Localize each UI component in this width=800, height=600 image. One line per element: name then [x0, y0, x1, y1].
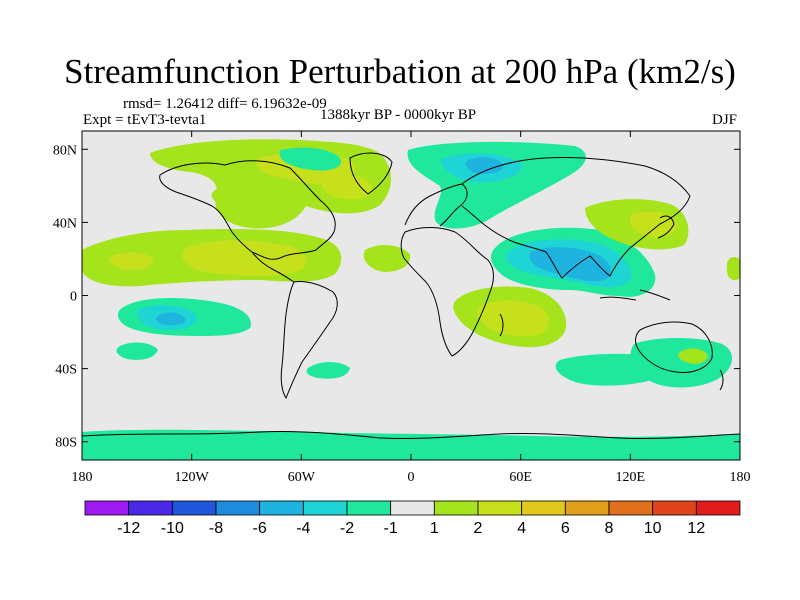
colorbar-label: -4 [296, 520, 310, 537]
coastline-central-america [251, 251, 295, 283]
x-tick-label: 120E [616, 470, 646, 485]
contour-positive-north-africa [363, 245, 411, 272]
colorbar-box [608, 500, 654, 516]
contour-negative-south-pacific-inner [155, 312, 186, 326]
contour-positive-canada-core [321, 174, 372, 200]
coastline-south-america [280, 281, 338, 400]
contour-fills [82, 139, 740, 460]
contour-negative-antarctic-edge [82, 429, 740, 460]
coastline-madagascar [499, 313, 504, 337]
colorbar-label: 4 [517, 520, 526, 537]
map-background [82, 131, 740, 460]
contour-positive-japan-core [629, 211, 678, 238]
colorbar-label: 8 [605, 520, 614, 537]
x-tick-label: 180 [72, 470, 93, 485]
coastlines [82, 152, 740, 440]
x-tick-label: 120W [175, 470, 210, 485]
colorbar-box [128, 500, 173, 516]
colorbar-label: -8 [209, 520, 223, 537]
rmsd-diff-stats: rmsd= 1.26412 diff= 6.19632e-09 [123, 96, 327, 112]
contour-positive-southern-africa-core [477, 300, 549, 337]
colorbar: -12 -10 -8 -6 -4 -2 -1 1 2 4 6 8 10 12 [84, 500, 741, 537]
axis-ticks: 180 120W 60W 0 60E 120E 180 80N 40N 0 40S 80S [53, 131, 751, 485]
y-tick-label: 40N [53, 216, 77, 231]
coastline-australia [635, 321, 713, 373]
colorbar-label: 2 [474, 520, 483, 537]
contour-negative-south-atlantic [306, 362, 350, 379]
x-tick-label: 60W [288, 470, 316, 485]
colorbar-label: -10 [161, 520, 184, 537]
colorbar-label: -6 [253, 520, 267, 537]
contour-negative-north-atlantic [279, 147, 341, 171]
coastline-japan [657, 215, 675, 239]
colorbar-label: 10 [644, 520, 662, 537]
x-tick-label: 0 [408, 470, 415, 485]
coastline-indonesia [599, 289, 671, 301]
chart-title: Streamfunction Perturbation at 200 hPa (… [64, 52, 736, 91]
colorbar-label: 1 [430, 520, 439, 537]
colorbar-box [477, 500, 523, 516]
coastline-greenland [349, 152, 393, 195]
contour-negative-pacific-small [116, 342, 158, 360]
contour-positive-south-of-australia [678, 348, 708, 364]
colorbar-label: 12 [687, 520, 705, 537]
colorbar-box [433, 500, 479, 516]
colorbar-box [390, 500, 435, 516]
colorbar-box [652, 500, 697, 516]
coastline-north-america [159, 160, 336, 260]
colorbar-box [84, 500, 130, 516]
colorbar-box [521, 500, 566, 516]
experiment-label: Expt = tEvT3-tevta1 [83, 112, 207, 128]
contour-negative-siberia-inner [465, 157, 504, 174]
colorbar-box [171, 500, 217, 516]
contour-negative-south-asia-core [529, 247, 611, 282]
contour-positive-greenland [211, 187, 270, 210]
x-tick-label: 60E [509, 470, 532, 485]
coastline-antarctica [82, 430, 740, 440]
coastline-asia [461, 156, 691, 279]
colorbar-box [695, 500, 741, 516]
colorbar-box [259, 500, 304, 516]
colorbar-label: 6 [561, 520, 570, 537]
colorbar-label: -2 [340, 520, 354, 537]
colorbar-box [346, 500, 392, 516]
coastline-africa [400, 227, 494, 357]
y-tick-label: 80N [53, 143, 77, 158]
y-tick-label: 40S [55, 363, 77, 378]
colorbar-label: -12 [117, 520, 140, 537]
y-tick-label: 80S [55, 436, 77, 451]
colorbar-box [302, 500, 348, 516]
x-tick-label: 180 [730, 470, 751, 485]
period-label: 1388kyr BP - 0000kyr BP [320, 107, 477, 123]
contour-positive-caribbean-core [182, 240, 307, 276]
contour-positive-dateline [726, 257, 740, 281]
colorbar-box [564, 500, 610, 516]
season-label: DJF [712, 112, 738, 128]
contour-negative-south-of-australia [630, 338, 733, 388]
contour-positive-west-pacific-core [109, 252, 154, 270]
colorbar-box [215, 500, 261, 516]
coastline-new-zealand [719, 369, 724, 391]
y-tick-label: 0 [70, 290, 77, 305]
colorbar-label: -1 [384, 520, 398, 537]
